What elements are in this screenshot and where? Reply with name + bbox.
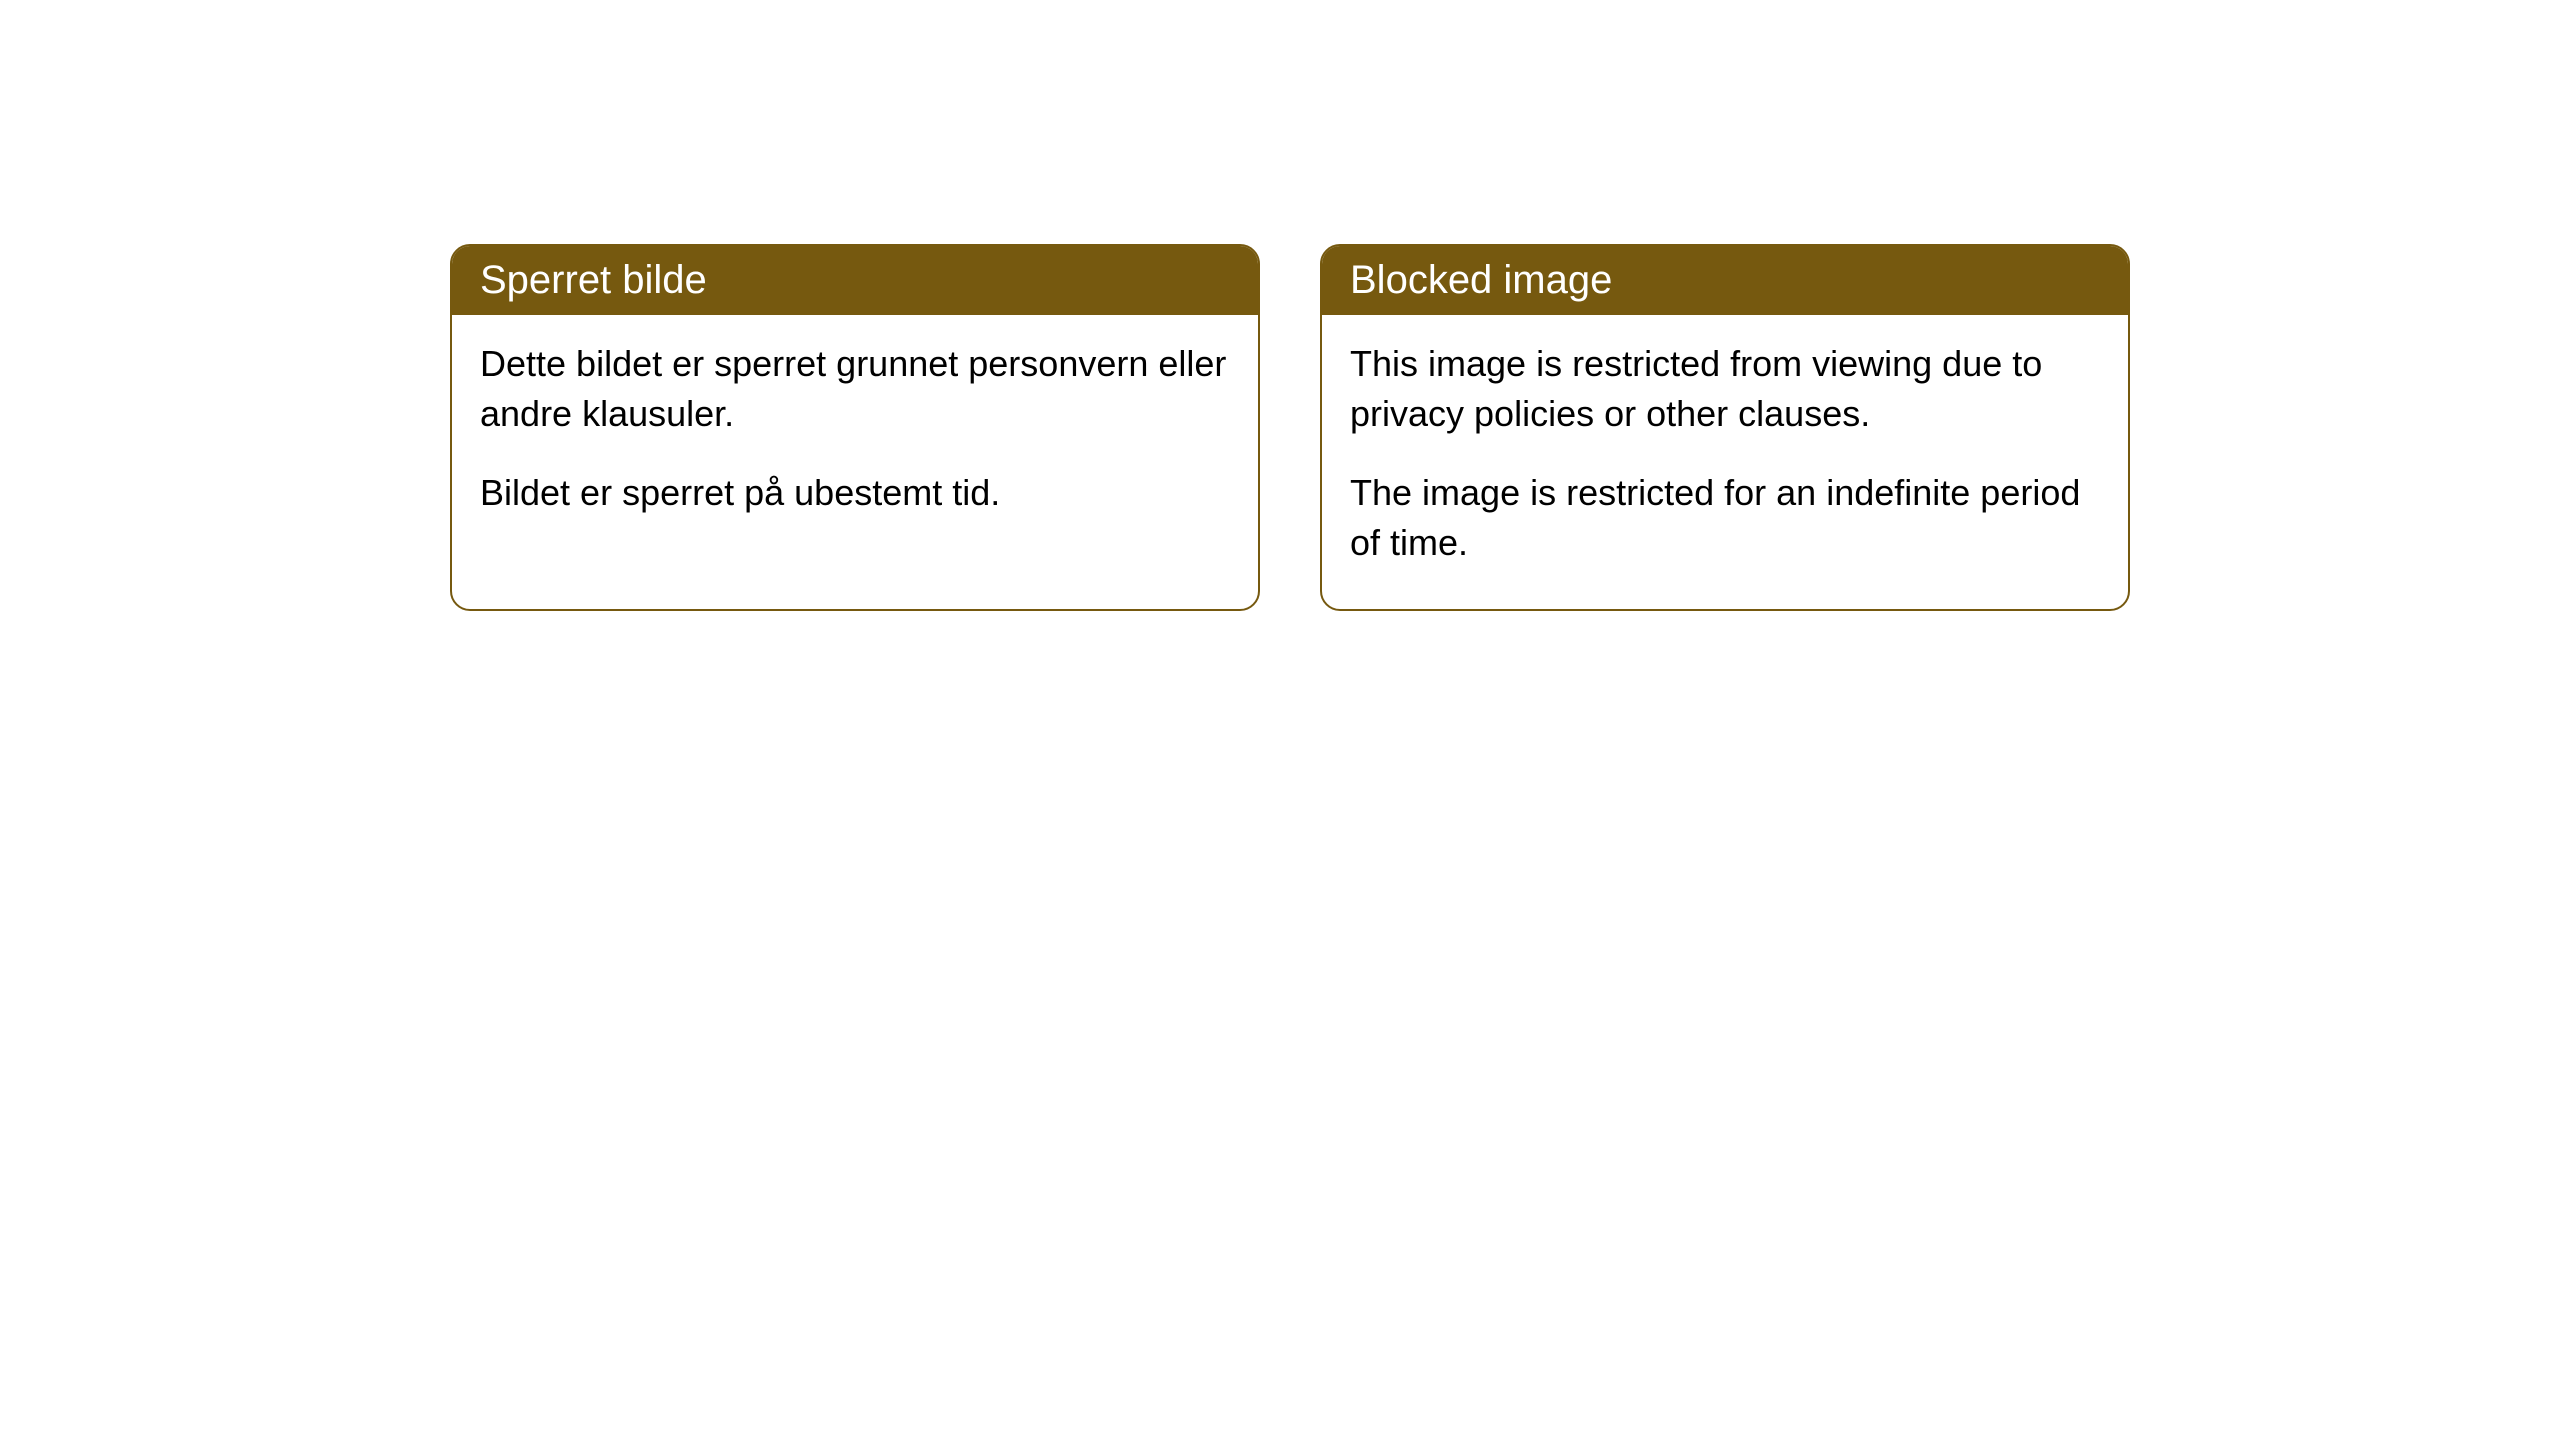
card-body-norwegian: Dette bildet er sperret grunnet personve… [452,315,1258,558]
card-paragraph2-english: The image is restricted for an indefinit… [1350,468,2100,569]
card-english: Blocked image This image is restricted f… [1320,244,2130,611]
card-header-norwegian: Sperret bilde [452,246,1258,315]
cards-container: Sperret bilde Dette bildet er sperret gr… [0,0,2560,611]
card-paragraph2-norwegian: Bildet er sperret på ubestemt tid. [480,468,1230,518]
card-paragraph1-english: This image is restricted from viewing du… [1350,339,2100,440]
card-paragraph1-norwegian: Dette bildet er sperret grunnet personve… [480,339,1230,440]
card-title-english: Blocked image [1350,258,1612,302]
card-header-english: Blocked image [1322,246,2128,315]
card-body-english: This image is restricted from viewing du… [1322,315,2128,609]
card-norwegian: Sperret bilde Dette bildet er sperret gr… [450,244,1260,611]
card-title-norwegian: Sperret bilde [480,258,707,302]
